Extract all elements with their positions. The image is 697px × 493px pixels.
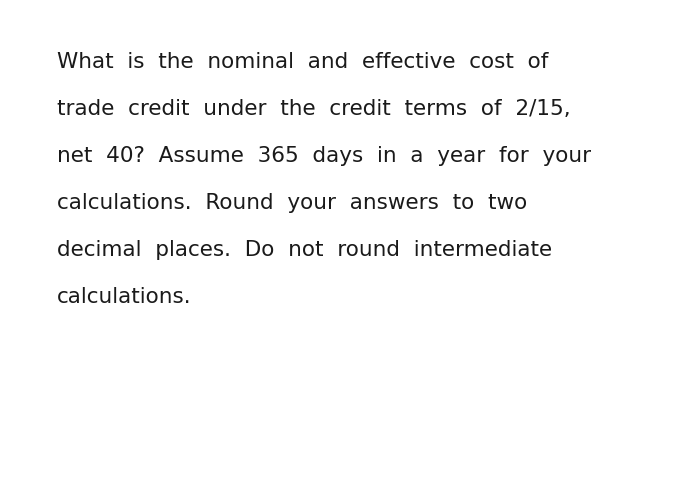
- Text: net  40?  Assume  365  days  in  a  year  for  your: net 40? Assume 365 days in a year for yo…: [57, 146, 591, 166]
- Text: calculations.: calculations.: [57, 287, 192, 307]
- Text: decimal  places.  Do  not  round  intermediate: decimal places. Do not round intermediat…: [57, 240, 552, 260]
- Text: trade  credit  under  the  credit  terms  of  2/15,: trade credit under the credit terms of 2…: [57, 99, 571, 119]
- Text: calculations.  Round  your  answers  to  two: calculations. Round your answers to two: [57, 193, 527, 213]
- Text: What  is  the  nominal  and  effective  cost  of: What is the nominal and effective cost o…: [57, 52, 549, 72]
